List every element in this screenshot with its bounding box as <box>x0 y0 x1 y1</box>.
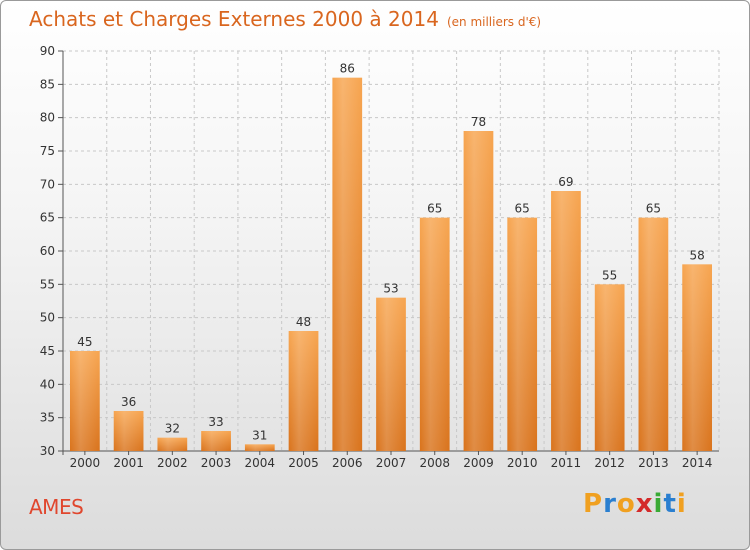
data-label-2013: 65 <box>646 202 661 216</box>
x-tick-label-2002: 2002 <box>157 456 188 470</box>
x-tick-label-2005: 2005 <box>288 456 319 470</box>
bar-shine-2012 <box>594 284 625 451</box>
logo-letter: o <box>616 489 636 519</box>
bar-shine-2008 <box>419 217 450 451</box>
y-tick-label: 30 <box>40 444 55 458</box>
y-tick-label: 45 <box>40 344 55 358</box>
data-label-2012: 55 <box>602 268 617 282</box>
x-tick-label-2009: 2009 <box>463 456 494 470</box>
bar-shine-2000 <box>69 351 100 451</box>
labels: 30 35 40 45 50 55 60 65 70 75 80 85 90 45 2000 36 2001 32… <box>40 44 713 470</box>
x-tick-label-2011: 2011 <box>551 456 582 470</box>
data-label-2009: 78 <box>471 115 486 129</box>
bar-shine-2011 <box>551 191 581 451</box>
logo-letter: x <box>635 489 654 519</box>
bar-shine-2013 <box>638 217 669 451</box>
proxiti-logo[interactable]: Proxiti <box>583 489 687 519</box>
logo-letter: i <box>676 489 687 519</box>
bar-shine-2009 <box>463 131 494 451</box>
y-tick-label: 65 <box>40 211 55 225</box>
y-tick-label: 55 <box>40 277 55 291</box>
logo-letter: P <box>583 489 604 519</box>
commune-name: AMES <box>29 495 84 519</box>
x-tick-label-2000: 2000 <box>70 456 101 470</box>
chart-title: Achats et Charges Externes 2000 à 2014 (e… <box>29 7 542 31</box>
data-label-2005: 48 <box>296 315 311 329</box>
bar-shine-2007 <box>376 297 406 451</box>
y-tick-label: 70 <box>40 177 55 191</box>
data-label-2010: 65 <box>515 202 530 216</box>
data-label-2008: 65 <box>427 202 442 216</box>
bar-shine-2003 <box>201 431 231 451</box>
bar-shine-2014 <box>682 264 713 451</box>
data-label-2002: 32 <box>165 422 180 436</box>
bars <box>69 77 713 452</box>
y-tick-label: 50 <box>40 311 55 325</box>
bar-shine-2010 <box>507 217 538 451</box>
x-tick-label-2012: 2012 <box>594 456 625 470</box>
y-tick-label: 85 <box>40 77 55 91</box>
data-label-2011: 69 <box>558 175 573 189</box>
x-tick-label-2007: 2007 <box>376 456 407 470</box>
bar-shine-2004 <box>244 444 275 451</box>
bar-shine-2005 <box>288 331 319 451</box>
x-tick-label-2006: 2006 <box>332 456 363 470</box>
data-label-2014: 58 <box>689 248 704 262</box>
data-label-2004: 31 <box>252 428 267 442</box>
x-tick-label-2014: 2014 <box>682 456 713 470</box>
bar-shine-2006 <box>332 77 363 452</box>
data-label-2000: 45 <box>77 335 92 349</box>
y-tick-label: 35 <box>40 411 55 425</box>
logo-letter: t <box>663 489 677 519</box>
logo-letter: i <box>653 489 664 519</box>
x-tick-label-2008: 2008 <box>419 456 450 470</box>
y-tick-label: 40 <box>40 377 55 391</box>
data-label-2006: 86 <box>340 62 355 76</box>
x-tick-label-2010: 2010 <box>507 456 538 470</box>
y-tick-label: 75 <box>40 144 55 158</box>
x-tick-label-2001: 2001 <box>113 456 144 470</box>
chart-subtitle: (en milliers d'€) <box>446 15 542 29</box>
bar-shine-2001 <box>113 411 144 451</box>
logo-letter: r <box>603 489 617 519</box>
bar-shine-2002 <box>157 437 188 451</box>
data-label-2001: 36 <box>121 395 136 409</box>
x-tick-label-2003: 2003 <box>201 456 232 470</box>
y-tick-label: 80 <box>40 111 55 125</box>
x-tick-label-2004: 2004 <box>245 456 276 470</box>
y-tick-label: 60 <box>40 244 55 258</box>
x-tick-label-2013: 2013 <box>638 456 669 470</box>
y-tick-label: 90 <box>40 44 55 58</box>
data-label-2003: 33 <box>208 415 223 429</box>
data-label-2007: 53 <box>383 282 398 296</box>
